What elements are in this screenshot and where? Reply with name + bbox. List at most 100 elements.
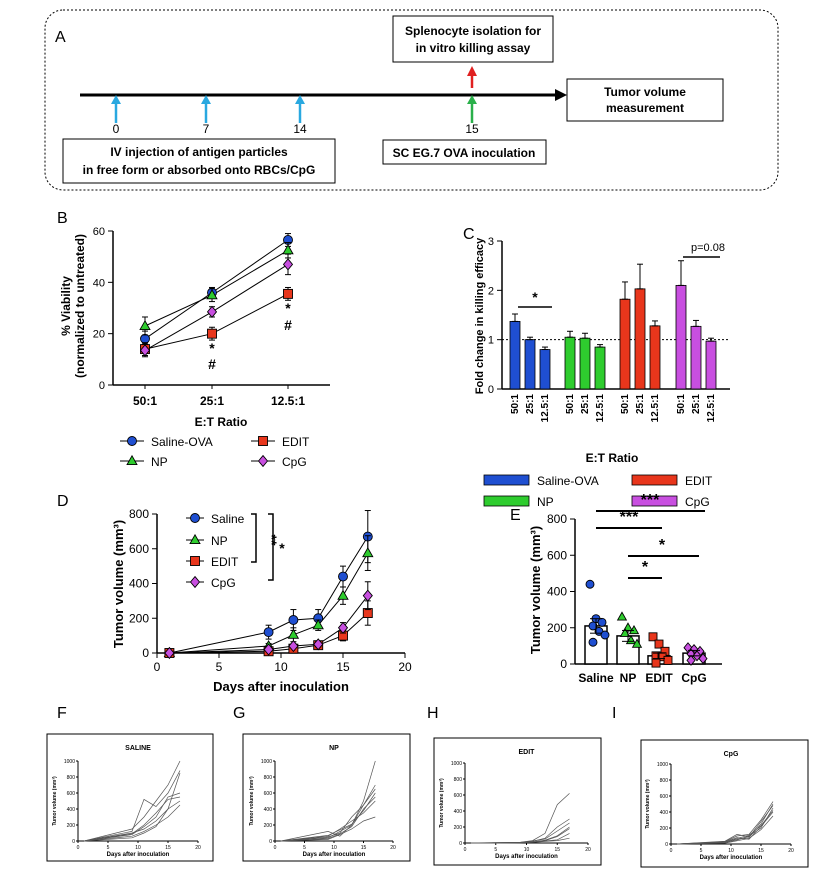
c-legend-swatch-saline: [483, 474, 530, 486]
c-error-bar: [693, 319, 699, 327]
f-frame: [46, 733, 214, 862]
d-legend-marker-saline: [190, 513, 200, 523]
d-y-tick-label: 600: [129, 542, 149, 556]
b-point-edit: [283, 288, 293, 299]
h-x-tick-label: 15: [554, 847, 560, 853]
f-y-tick-label: 400: [67, 807, 76, 813]
timeline-marker-day0: [111, 95, 121, 123]
e-point-saline: [585, 579, 595, 589]
d-sig-bracket-2: [268, 513, 274, 581]
d-point-cpg: [362, 589, 373, 602]
g-series-line: [280, 800, 376, 842]
f-series-line: [83, 792, 181, 842]
c-x-tick-label: 12.5:1: [540, 394, 551, 423]
d-point-cpg: [313, 638, 324, 651]
e-point-np: [628, 624, 640, 635]
c-error-bar: [542, 346, 548, 351]
d-series-line-saline: [169, 536, 369, 654]
b-significance-mark: *: [209, 340, 215, 356]
h-x-tick-label: 5: [494, 847, 497, 853]
g-series-line: [280, 792, 376, 842]
box-splenocyte-line2: in vitro killing assay: [416, 41, 531, 55]
b-significance-mark: #: [208, 356, 216, 372]
e-error-bar: [688, 649, 700, 657]
timeline-marker-day7: [201, 95, 211, 123]
i-frame: [640, 739, 809, 868]
h-y-tick-label: 200: [454, 825, 463, 831]
e-error-bar: [590, 618, 602, 634]
g-y-tick-label: 400: [264, 807, 273, 813]
e-point-saline: [588, 621, 598, 631]
b-y-tick-label: 40: [93, 277, 105, 289]
c-x-axis-label: E:T Ratio: [586, 451, 639, 465]
g-x-tick-label: 0: [274, 845, 277, 851]
panel-b: B 0 20 40 60 50:1 25:1 12.5:1 E:T Ratio % Viabil…: [57, 210, 330, 469]
d-series-line-cpg: [169, 595, 369, 654]
c-error-bar: [637, 263, 643, 290]
b-y-axis-label: % Viability: [59, 276, 73, 336]
g-x-tick-label: 10: [331, 845, 337, 851]
b-x-tick-label: 25:1: [200, 394, 224, 408]
box-splenocyte: [392, 15, 554, 63]
i-y-tick-label: 0: [665, 842, 668, 848]
box-tumor-volume: [566, 78, 724, 122]
d-x-tick-label: 5: [216, 660, 223, 674]
i-series-line: [676, 801, 774, 845]
d-point-saline: [338, 571, 348, 582]
f-y-tick-label: 600: [67, 791, 76, 797]
i-y-axis-label: Tumor volume (mm³): [645, 779, 651, 829]
panel-a-border: [44, 9, 779, 191]
d-point-cpg: [164, 646, 175, 660]
e-y-axis-label: Tumor volume (mm³): [528, 526, 543, 654]
d-point-cpg: [263, 643, 274, 656]
i-series-line: [676, 805, 774, 845]
c-bar-cpg: [690, 325, 702, 390]
h-y-tick-label: 400: [454, 809, 463, 815]
b-point-np: [206, 289, 218, 300]
f-x-tick-label: 15: [165, 845, 171, 851]
d-legend-marker-edit: [190, 556, 200, 566]
i-y-tick-label: 800: [660, 778, 669, 784]
f-series-line: [83, 772, 181, 842]
d-point-np: [362, 547, 374, 558]
b-point-np: [282, 244, 294, 255]
e-point-edit: [648, 632, 658, 642]
d-x-tick-label: 10: [274, 660, 288, 674]
i-series-line: [676, 807, 774, 845]
i-series-line: [676, 811, 774, 845]
panel-e: E 0 200 400 600 800 Saline NP EDIT CpG Tumor volu…: [510, 492, 722, 685]
panel-c-letter: C: [463, 226, 475, 243]
b-point-cpg: [139, 344, 151, 357]
d-x-tick-label: 0: [154, 660, 161, 674]
b-series-line-np: [144, 249, 289, 327]
c-bar-saline: [539, 349, 551, 390]
c-bar-saline: [524, 339, 536, 390]
i-x-tick-label: 20: [788, 848, 794, 854]
c-x-tick-label: 50:1: [620, 394, 631, 414]
f-x-tick-label: 20: [195, 845, 201, 851]
b-significance-mark: *: [285, 300, 291, 316]
d-point-np: [312, 619, 324, 630]
c-x-tick-label: 12.5:1: [706, 394, 717, 423]
i-y-tick-label: 200: [660, 826, 669, 832]
c-error-bar: [527, 336, 533, 341]
panel-f-letter: F: [57, 705, 67, 722]
h-y-axis-label: Tumor volume (mm³): [439, 778, 445, 828]
d-legend-label-np: NP: [211, 534, 228, 548]
c-x-tick-label: 12.5:1: [650, 394, 661, 423]
panel-h: H EDIT 0 200 400 600 800 1000 0 5 10 15 20 Days afte…: [427, 705, 602, 866]
g-x-tick-label: 20: [390, 845, 396, 851]
e-error-bar: [653, 652, 665, 660]
c-bar-np: [579, 337, 591, 390]
day-label-14: 14: [293, 122, 307, 136]
f-y-tick-label: 800: [67, 775, 76, 781]
f-x-tick-label: 10: [135, 845, 141, 851]
e-x-tick-label: NP: [620, 671, 637, 685]
c-x-tick-label: 25:1: [525, 394, 536, 414]
d-legend-marker-np: [189, 533, 201, 545]
h-series-line: [471, 833, 570, 844]
c-legend-label-edit: EDIT: [685, 474, 713, 488]
b-legend-marker-edit: [258, 436, 268, 446]
d-point-np: [287, 628, 300, 639]
